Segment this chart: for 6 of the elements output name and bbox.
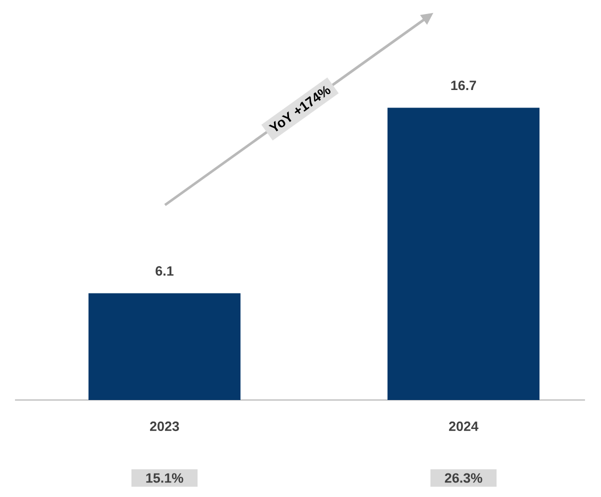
- text: 15.1%: [146, 473, 184, 483]
- x-tick-label: 2024: [449, 422, 478, 432]
- text: 26.3%: [444, 473, 482, 483]
- data-label: 6.1: [156, 266, 174, 276]
- x-tick-label: 2023: [150, 422, 179, 432]
- data-label: 16.7: [451, 80, 476, 90]
